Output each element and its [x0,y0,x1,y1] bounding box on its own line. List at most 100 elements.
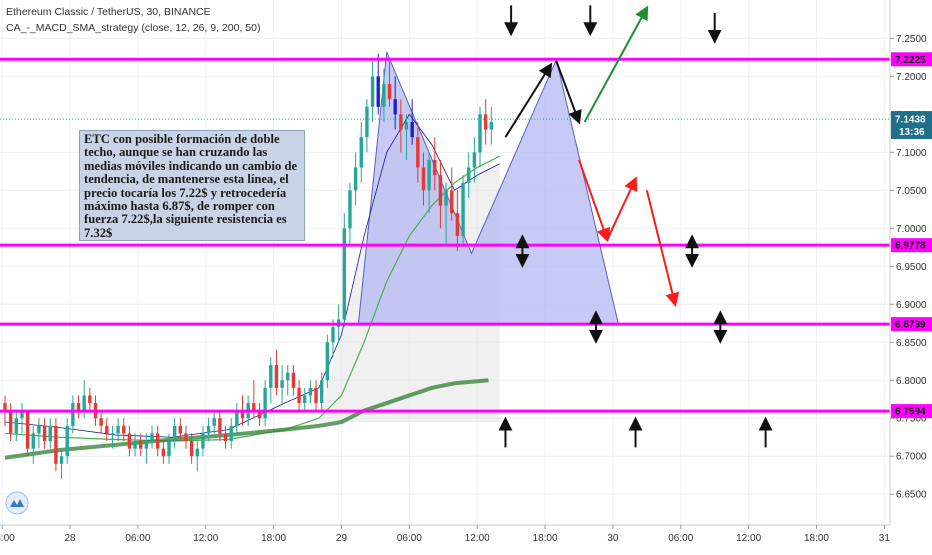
candle-body [404,121,409,130]
candle-body [122,425,126,434]
candle-body [223,433,228,442]
trend-arrow [555,60,582,125]
y-tick-label: 6.8500 [896,338,927,349]
x-tick-label: 12:00 [736,533,761,544]
candle-body [20,410,24,419]
x-tick-label: 29 [336,533,348,544]
candle-body [444,190,448,206]
candle-body [455,213,460,236]
y-tick-label: 7.2500 [896,34,927,45]
candle-body [82,395,86,411]
candle-body [291,372,296,388]
trend-arrow [606,176,638,241]
candle-body [325,342,330,381]
trend-arrow [578,159,611,243]
candle-body [450,190,454,214]
y-tick-label: 6.9000 [896,300,927,311]
y-tick-label: 6.6500 [896,490,927,501]
candle-body [144,441,149,449]
candle-body [274,365,279,388]
x-tick-label: 28 [64,533,76,544]
candle-body [263,387,267,419]
x-tick-label: 06:00 [668,533,693,544]
candle-body [303,395,307,404]
candle-body [105,425,109,434]
x-tick-label: 30 [607,533,619,544]
level-price-label: 6.7594 [895,407,926,418]
candle-body [54,425,58,464]
candle-body [410,121,414,138]
x-tick-label: 12:00 [465,533,490,544]
candle-body [127,433,132,449]
trend-arrow [645,190,680,308]
candle-body [31,433,35,449]
x-tick-label: 18:00 [533,533,558,544]
candle-body [353,167,358,191]
candle-body [399,114,403,130]
candle-body [433,159,437,176]
candle-body [178,425,182,434]
candle-body [212,418,216,426]
level-price-label: 6.8739 [895,320,926,331]
x-tick-label: 06:00 [125,533,150,544]
candle-body [348,190,352,229]
y-tick-label: 7.1000 [896,148,927,159]
candle-body [478,114,482,153]
candle-body [319,380,324,404]
trend-arrow [504,62,553,138]
x-tick-label: 31 [879,533,891,544]
ma-line-slow [4,378,489,460]
candle-body [110,433,115,435]
candle-body [172,425,177,442]
price-axis [890,0,932,550]
candle-body [314,387,318,404]
y-tick-label: 7.2000 [896,72,927,83]
x-tick-label: 18:00 [261,533,286,544]
candle-body [280,380,284,388]
candle-body [342,228,346,320]
candle-body [235,410,239,426]
logo-icon-glyph [10,499,24,507]
level-price-badge [891,317,932,332]
candle-body [359,137,363,168]
y-tick-label: 6.9500 [896,262,927,273]
candle-body [8,410,13,434]
candle-body [229,425,233,442]
candle-body [376,76,380,107]
candle-body [286,372,290,381]
candle-body [42,425,47,442]
candle-body [308,387,313,396]
candle-body [59,456,64,464]
candle-body [25,410,30,449]
indicator-legend: CA_-_MACD_SMA_strategy (close, 12, 26, 9… [6,22,261,34]
level-price-badge [891,52,932,67]
countdown-label: 13:36 [899,127,925,138]
candle-body [71,403,75,426]
y-tick-label: 7.0000 [896,224,927,235]
candle-body [427,159,431,191]
candle-body [65,425,69,457]
candle-body [472,152,477,168]
y-tick-label: 6.8000 [896,376,927,387]
candle-body [116,425,120,434]
candle-body [257,410,262,419]
candle-body [99,418,103,426]
time-axis [0,525,932,550]
candle-body [133,441,137,449]
candle-body [370,76,375,107]
logo-icon [5,491,29,515]
level-price-label: 6.9778 [895,241,926,252]
candle-body [206,425,211,434]
symbol-title: Ethereum Classic / TetherUS, 30, BINANCE [6,6,211,18]
candle-body [3,403,7,411]
candle-body [421,167,426,191]
candle-body [161,448,166,457]
candle-body [387,83,392,100]
candle-body [48,425,52,442]
candle-body [184,433,188,442]
trend-arrow [583,5,649,123]
candle-body [240,410,245,419]
candle-body [489,121,494,130]
